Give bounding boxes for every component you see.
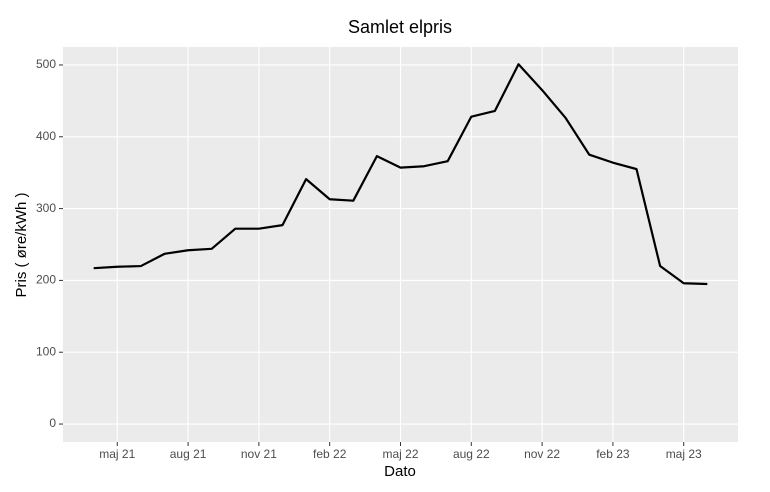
marks [93, 63, 708, 286]
x-tick-label: nov 21 [241, 447, 277, 461]
y-tick-label: 100 [36, 344, 56, 358]
y-tick-label: 0 [49, 416, 56, 430]
x-tick-label: maj 21 [99, 447, 135, 461]
x-tick-label: feb 22 [313, 447, 347, 461]
x-tick-label: maj 23 [666, 447, 702, 461]
x-tick-label: aug 21 [170, 447, 207, 461]
y-tick-label: 300 [36, 201, 56, 215]
x-tick-label: aug 22 [453, 447, 490, 461]
x-tick-label: nov 22 [524, 447, 560, 461]
y-tick-label: 500 [36, 57, 56, 71]
grid [63, 47, 738, 442]
y-axis-title: Pris ( øre/kWh ) [13, 193, 30, 298]
chart-title: Samlet elpris [348, 17, 452, 37]
x-axis-title: Dato [384, 463, 416, 480]
x-tick-label: feb 23 [596, 447, 630, 461]
y-tick-label: 400 [36, 129, 56, 143]
line [93, 63, 708, 286]
x-tick-label: maj 22 [382, 447, 418, 461]
y-tick-label: 200 [36, 273, 56, 287]
